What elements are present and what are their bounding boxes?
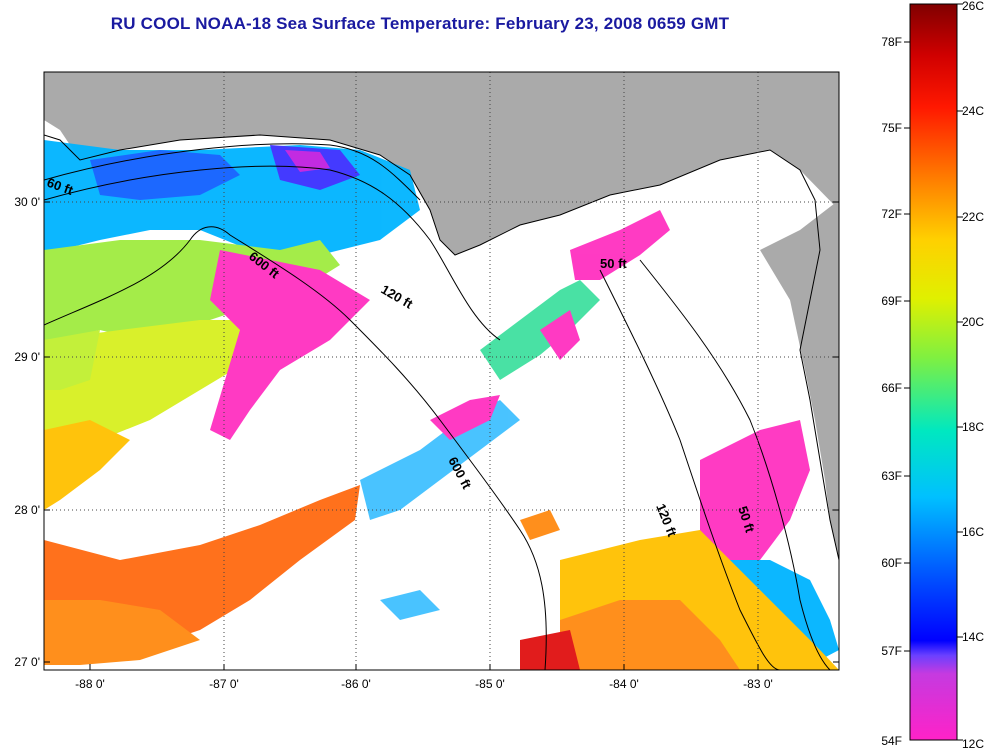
lat-label-30: 30 0' <box>14 195 40 209</box>
cbar-f-78: 78F <box>881 35 902 49</box>
cbar-c-12: 12C <box>962 737 984 751</box>
cbar-f-57: 57F <box>881 644 902 658</box>
colorbar: 78F 75F 72F 69F 66F 63F 60F 57F 54F 26C … <box>881 0 984 751</box>
cbar-c-14: 14C <box>962 630 984 644</box>
map-title: RU COOL NOAA-18 Sea Surface Temperature:… <box>110 14 730 33</box>
lat-label-27: 27 0' <box>14 655 40 669</box>
lon-label-87: -87 0' <box>209 677 239 691</box>
coastline <box>44 134 839 561</box>
cbar-f-75: 75F <box>881 121 902 135</box>
bathymetry-contours <box>44 143 831 670</box>
lat-label-29: 29 0' <box>14 350 40 364</box>
land-north <box>44 72 839 255</box>
cbar-c-26: 26C <box>962 0 984 13</box>
cbar-f-66: 66F <box>881 381 902 395</box>
lon-label-84: -84 0' <box>609 677 639 691</box>
cbar-c-16: 16C <box>962 525 984 539</box>
cbar-c-22: 22C <box>962 210 984 224</box>
map-area <box>44 72 839 670</box>
cbar-f-72: 72F <box>881 207 902 221</box>
axis-ticks <box>44 201 839 670</box>
cbar-c-18: 18C <box>962 420 984 434</box>
cbar-c-20: 20C <box>962 315 984 329</box>
depth-label-50ft-north: 50 ft <box>600 256 627 271</box>
colorbar-gradient <box>909 3 958 741</box>
lon-label-85: -85 0' <box>475 677 505 691</box>
lon-label-83: -83 0' <box>743 677 773 691</box>
lon-label-88: -88 0' <box>75 677 105 691</box>
cbar-f-54: 54F <box>881 734 902 748</box>
lat-label-28: 28 0' <box>14 503 40 517</box>
graticule <box>44 72 839 670</box>
land-east <box>760 72 839 560</box>
map-frame <box>43 71 840 671</box>
cbar-f-60: 60F <box>881 556 902 570</box>
cbar-f-63: 63F <box>881 469 902 483</box>
cbar-f-69: 69F <box>881 294 902 308</box>
lon-label-86: -86 0' <box>341 677 371 691</box>
cbar-c-24: 24C <box>962 104 984 118</box>
